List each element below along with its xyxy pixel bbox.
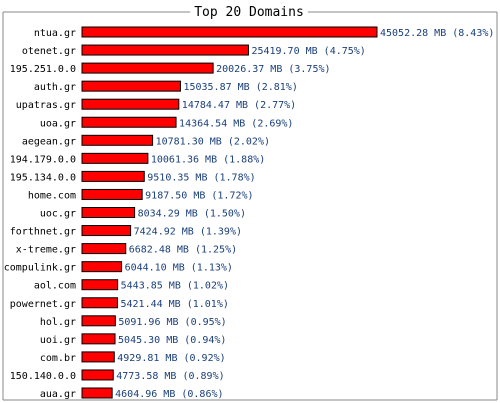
category-label: upatras.gr [16, 100, 76, 111]
category-label: hol.gr [40, 317, 76, 328]
value-label: 4604.96 MB (0.86%) [115, 389, 223, 400]
bar [81, 207, 136, 218]
bar [81, 225, 132, 237]
value-label: 14784.47 MB (2.77%) [182, 100, 296, 111]
bar [81, 261, 123, 273]
category-label: 195.251.0.0 [10, 64, 76, 75]
category-label: compulink.gr [4, 263, 76, 274]
value-label: 5421.44 MB (1.01%) [120, 299, 228, 310]
value-label: 14364.54 MB (2.69%) [179, 118, 293, 129]
bar [81, 243, 127, 255]
value-label: 7424.92 MB (1.39%) [134, 227, 242, 238]
value-label: 45052.28 MB (8.43%) [380, 28, 494, 39]
category-label: aegean.gr [22, 136, 76, 147]
bar [81, 152, 149, 164]
bar [81, 62, 214, 74]
bar [81, 116, 177, 128]
category-label: powernet.gr [10, 299, 76, 310]
category-label: aol.com [34, 281, 76, 292]
chart-title: Top 20 Domains [194, 5, 304, 20]
chart-frame [2, 11, 498, 401]
bar [81, 170, 145, 182]
bar [81, 26, 378, 38]
bar [81, 98, 180, 110]
category-label: com.br [40, 353, 76, 364]
category-label: otenet.gr [22, 46, 76, 57]
value-label: 10781.30 MB (2.02%) [156, 136, 270, 147]
category-label: uoa.gr [40, 118, 76, 129]
bar [81, 351, 115, 363]
bar [81, 333, 116, 345]
category-label: 150.140.0.0 [10, 371, 76, 382]
category-label: x-treme.gr [16, 245, 76, 256]
bars-group: ntua.gr 45052.28 MB (8.43%) otenet.gr 25419… [4, 26, 494, 400]
bar [81, 369, 114, 381]
category-label: auth.gr [34, 82, 76, 93]
value-label: 8034.29 MB (1.50%) [138, 209, 246, 220]
bar [81, 315, 116, 327]
category-label: uoc.gr [40, 209, 76, 220]
category-label: ntua.gr [34, 28, 76, 39]
value-label: 4773.58 MB (0.89%) [116, 371, 224, 382]
value-label: 5091.96 MB (0.95%) [118, 317, 226, 328]
value-label: 20026.37 MB (3.75%) [216, 64, 330, 75]
value-label: 9510.35 MB (1.78%) [147, 172, 255, 183]
bar [81, 44, 249, 56]
category-label: forthnet.gr [10, 227, 76, 238]
bar [81, 80, 181, 92]
value-label: 10061.36 MB (1.88%) [151, 154, 265, 165]
category-label: aua.gr [40, 389, 76, 400]
category-label: 194.179.0.0 [10, 154, 76, 165]
bar [81, 297, 118, 309]
value-label: 4929.81 MB (0.92%) [117, 353, 225, 364]
value-label: 5443.85 MB (1.02%) [121, 281, 229, 292]
bar [81, 188, 143, 200]
value-label: 6682.48 MB (1.25%) [129, 245, 237, 256]
value-label: 6044.10 MB (1.13%) [125, 263, 233, 274]
category-label: uoi.gr [40, 335, 76, 346]
bar [81, 279, 119, 291]
bar [81, 134, 154, 146]
value-label: 9187.50 MB (1.72%) [145, 190, 253, 201]
value-label: 25419.70 MB (4.75%) [251, 46, 365, 57]
value-label: 15035.87 MB (2.81%) [183, 82, 297, 93]
bar [81, 387, 113, 399]
value-label: 5045.30 MB (0.94%) [118, 335, 226, 346]
category-label: 195.134.0.0 [10, 172, 76, 183]
category-label: home.com [28, 190, 76, 201]
